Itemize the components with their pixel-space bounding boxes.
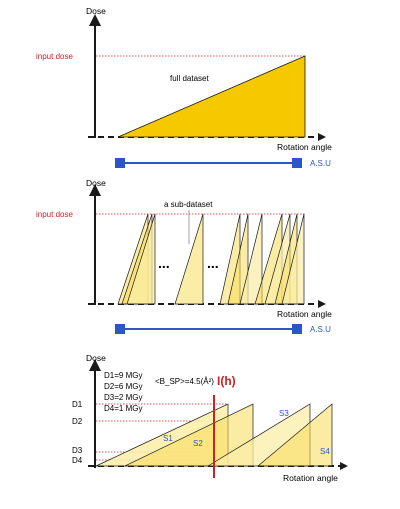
input-dose-label: input dose xyxy=(36,210,73,219)
sub-dataset-triangle xyxy=(174,213,204,305)
series-label-s3: S3 xyxy=(279,409,289,418)
full-dataset-triangle xyxy=(117,55,306,138)
series-label-s1: S1 xyxy=(163,434,173,443)
asu-start-marker xyxy=(115,158,125,168)
tick-d1: D1 xyxy=(72,400,83,409)
series-label-s2: S2 xyxy=(193,439,203,448)
tick-d3: D3 xyxy=(72,446,83,455)
series-s2-triangle xyxy=(124,403,254,467)
y-axis-label: Dose xyxy=(86,6,106,16)
asu-label: A.S.U xyxy=(310,325,331,334)
sub-dataset-triangle xyxy=(126,213,156,305)
full-dataset-label: full dataset xyxy=(170,74,209,83)
dose-legend-d2: D2=6 MGy xyxy=(104,382,142,391)
intensity-label: I(h) xyxy=(217,374,236,388)
sub-dataset-triangle xyxy=(227,213,249,305)
panel-dose-series: Dose Rotation angle D1=9 MGy D2=6 MGy D3… xyxy=(72,353,348,483)
dose-legend-d3: D3=2 MGy xyxy=(104,393,142,402)
series-s4-triangle xyxy=(257,403,333,467)
y-axis-label: Dose xyxy=(86,353,106,363)
asu-start-marker xyxy=(115,324,125,334)
x-axis-label: Rotation angle xyxy=(283,473,338,483)
input-dose-label: input dose xyxy=(36,52,73,61)
bsp-formula: <B_SP>=4.5(Å²) xyxy=(155,377,214,386)
asu-end-marker xyxy=(292,158,302,168)
panel-sub-datasets: Dose Rotation angle input dose ... a sub… xyxy=(36,178,332,334)
tick-d2: D2 xyxy=(72,417,83,426)
tick-d4: D4 xyxy=(72,456,83,465)
x-axis-arrowhead xyxy=(340,462,348,470)
x-axis-label: Rotation angle xyxy=(277,309,332,319)
subdataset-label: a sub-dataset xyxy=(164,200,213,209)
dose-legend-d1: D1=9 MGy xyxy=(104,371,142,380)
asu-end-marker xyxy=(292,324,302,334)
ellipsis-1: ... xyxy=(158,255,170,271)
dose-legend-d4: D4=1 MGy xyxy=(104,404,142,413)
asu-label: A.S.U xyxy=(310,159,331,168)
series-label-s4: S4 xyxy=(320,447,330,456)
sub-dataset-triangle xyxy=(281,213,305,305)
sub-dataset-triangle xyxy=(239,213,263,305)
y-axis-label: Dose xyxy=(86,178,106,188)
x-axis-arrowhead xyxy=(318,300,326,308)
x-axis-arrowhead xyxy=(318,133,326,141)
ellipsis-2: ... xyxy=(207,255,219,271)
x-axis-label: Rotation angle xyxy=(277,142,332,152)
panel-full-dataset: Dose Rotation angle input dose full data… xyxy=(36,6,332,168)
